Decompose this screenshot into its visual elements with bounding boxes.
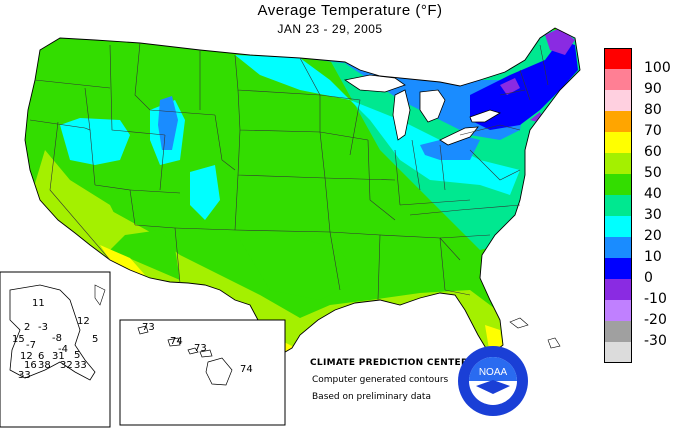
- alaska-value: 15: [12, 334, 25, 345]
- alaska-value: 33: [18, 370, 31, 381]
- legend-entry: -30: [604, 321, 678, 349]
- legend-swatch: [604, 69, 632, 90]
- map-subtitle: JAN 23 - 29, 2005: [277, 22, 383, 36]
- legend-swatch: [604, 153, 632, 174]
- legend-label: 50: [644, 165, 662, 181]
- legend-label: 30: [644, 207, 662, 223]
- legend-entry: 70: [604, 111, 678, 139]
- legend-swatch: [604, 237, 632, 258]
- legend-swatch: [604, 321, 632, 342]
- legend-entry: 30: [604, 195, 678, 223]
- alaska-value: 31: [52, 351, 65, 362]
- alaska-value: 16: [24, 360, 37, 371]
- hawaii-value: 74: [170, 336, 183, 347]
- legend-label: 100: [644, 60, 671, 76]
- alaska-value: 32: [60, 360, 73, 371]
- hawaii-value: 73: [194, 343, 207, 354]
- alaska-value: 12: [20, 351, 33, 362]
- alaska-value: -8: [52, 333, 62, 344]
- legend-label: 90: [644, 81, 662, 97]
- legend-label: 10: [644, 249, 662, 265]
- credit-line1: Computer generated contours: [312, 375, 449, 385]
- legend-swatch: [604, 111, 632, 132]
- credit-line2: Based on preliminary data: [312, 392, 431, 402]
- legend-label: 70: [644, 123, 662, 139]
- legend-entry: 100: [604, 48, 678, 76]
- legend-entry: [604, 342, 678, 363]
- legend-label: -20: [644, 312, 667, 328]
- alaska-value: 6: [38, 351, 45, 362]
- legend-swatch: [604, 300, 632, 321]
- legend-entry: 20: [604, 216, 678, 244]
- hawaii-value: 73: [142, 322, 155, 333]
- legend-entry: 50: [604, 153, 678, 181]
- legend-entry: 90: [604, 69, 678, 97]
- hawaii-value: 74: [240, 364, 253, 375]
- alaska-value: 33: [74, 360, 87, 371]
- alaska-value: -7: [26, 340, 36, 351]
- alaska-value: 2: [24, 322, 31, 333]
- legend-swatch: [604, 174, 632, 195]
- legend-swatch: [604, 132, 632, 153]
- alaska-value: 5: [74, 350, 81, 361]
- legend-label: -30: [644, 333, 667, 349]
- legend-swatch: [604, 90, 632, 111]
- alaska-value: 11: [32, 298, 45, 309]
- legend-label: 0: [644, 270, 653, 286]
- legend-swatch: [604, 48, 632, 69]
- legend-entry: 80: [604, 90, 678, 118]
- map-title: Average Temperature (°F): [257, 2, 443, 19]
- legend-label: -10: [644, 291, 667, 307]
- legend-label: 80: [644, 102, 662, 118]
- alaska-value: 38: [38, 360, 51, 371]
- legend-label: 20: [644, 228, 662, 244]
- legend-swatch: [604, 195, 632, 216]
- legend-entry: -20: [604, 300, 678, 328]
- alaska-value: -3: [38, 322, 48, 333]
- hawaii-inset: [119, 319, 286, 426]
- legend-label: 60: [644, 144, 662, 160]
- alaska-value: -4: [58, 344, 68, 355]
- noaa-logo: NOAA: [458, 346, 528, 416]
- legend-swatch: [604, 258, 632, 279]
- alaska-value: 5: [92, 334, 99, 345]
- legend-label: 40: [644, 186, 662, 202]
- legend-entry: 40: [604, 174, 678, 202]
- legend-entry: 60: [604, 132, 678, 160]
- legend-swatch: [604, 216, 632, 237]
- credit-center: CLIMATE PREDICTION CENTER, NOAA: [310, 358, 506, 368]
- legend-entry: 0: [604, 258, 678, 286]
- legend-entry: -10: [604, 279, 678, 307]
- legend-swatch: [604, 279, 632, 300]
- alaska-value: 12: [77, 316, 90, 327]
- legend-entry: 10: [604, 237, 678, 265]
- noaa-logo-text: NOAA: [479, 367, 508, 378]
- legend-swatch: [604, 342, 632, 363]
